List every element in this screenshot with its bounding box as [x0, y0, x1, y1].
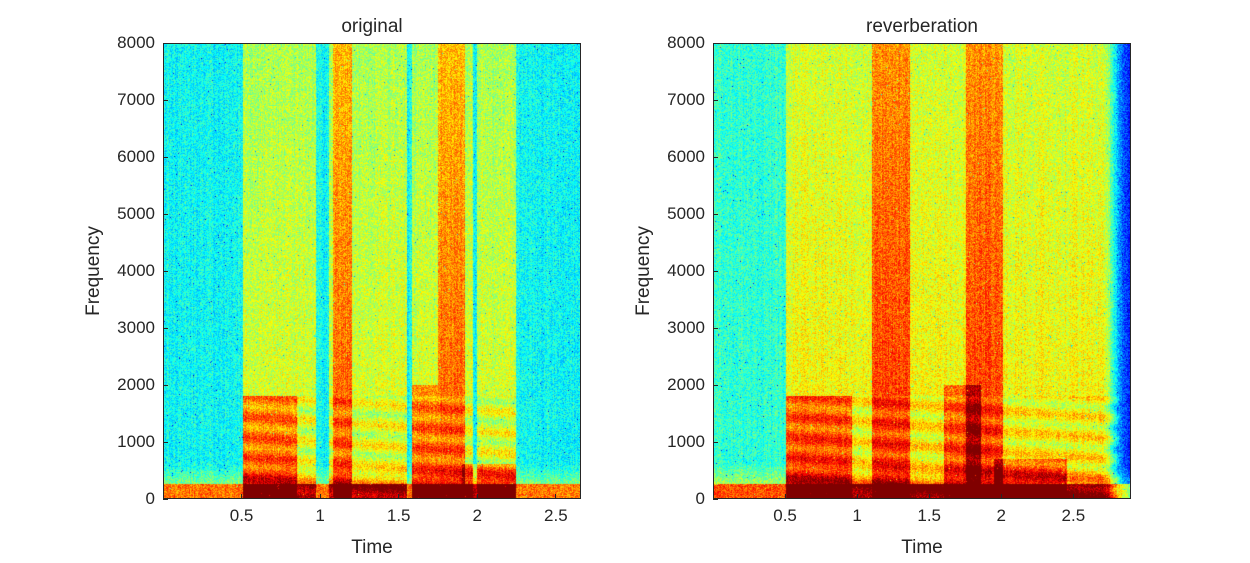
y-tick-label: 7000 — [117, 90, 155, 109]
x-tick-label: 2 — [996, 506, 1006, 525]
x-tick-mark — [555, 494, 557, 499]
x-tick-label: 0.5 — [229, 506, 254, 525]
plot-area — [713, 43, 1131, 499]
y-tick-label: 0 — [695, 489, 705, 508]
y-tick-label: 5000 — [117, 204, 155, 223]
x-tick-mark — [476, 494, 478, 499]
x-tick-mark — [319, 494, 321, 499]
y-tick-mark — [163, 156, 168, 158]
x-tick-label: 1 — [315, 506, 325, 525]
y-tick-mark — [713, 270, 718, 272]
y-tick-mark — [163, 99, 168, 101]
x-tick-mark — [928, 494, 930, 499]
spectrogram-image — [714, 44, 1130, 498]
x-tick-label: 0.5 — [773, 506, 797, 525]
y-tick-mark — [713, 99, 718, 101]
y-axis-label: Frequency — [83, 226, 104, 316]
y-tick-label: 4000 — [117, 261, 155, 280]
chart-title: original — [341, 16, 403, 37]
x-tick-label: 1 — [852, 506, 862, 525]
y-tick-mark — [713, 498, 718, 500]
spectrogram-image — [164, 44, 580, 498]
x-tick-label: 2.5 — [544, 506, 568, 525]
x-axis-label: Time — [351, 537, 393, 558]
y-tick-mark — [163, 498, 168, 500]
y-tick-label: 5000 — [667, 204, 705, 223]
chart-title: reverberation — [866, 16, 978, 37]
x-tick-label: 1.5 — [386, 506, 411, 525]
x-tick-label: 2 — [472, 506, 483, 525]
y-tick-label: 6000 — [117, 147, 155, 166]
y-tick-mark — [163, 441, 168, 443]
y-tick-label: 2000 — [667, 375, 705, 394]
y-tick-label: 4000 — [667, 261, 705, 280]
y-tick-mark — [163, 384, 168, 386]
y-tick-mark — [713, 384, 718, 386]
y-tick-mark — [163, 327, 168, 329]
plot-area — [163, 43, 581, 499]
y-tick-mark — [713, 156, 718, 158]
spectrogram-panel-reverberation: reverberation Time Frequency 0.5 1 1.5 2 2.5… — [550, 0, 1150, 563]
x-tick-mark — [241, 494, 243, 499]
x-tick-label: 1.5 — [917, 506, 942, 525]
y-axis-label: Frequency — [633, 226, 654, 316]
y-tick-mark — [713, 42, 718, 44]
y-tick-label: 3000 — [117, 318, 155, 337]
x-tick-mark — [856, 494, 858, 499]
y-tick-mark — [713, 441, 718, 443]
x-tick-mark — [784, 494, 786, 499]
y-tick-mark — [163, 270, 168, 272]
y-tick-label: 7000 — [667, 90, 705, 109]
y-tick-label: 3000 — [667, 318, 705, 337]
x-tick-mark — [398, 494, 400, 499]
x-tick-mark — [1000, 494, 1002, 499]
y-tick-label: 6000 — [667, 147, 705, 166]
y-tick-mark — [163, 42, 168, 44]
y-tick-label: 8000 — [667, 33, 705, 52]
y-tick-mark — [163, 213, 168, 215]
y-tick-mark — [713, 213, 718, 215]
x-tick-label: 2.5 — [1061, 506, 1086, 525]
y-tick-label: 1000 — [117, 432, 155, 451]
spectrogram-panel-original: original Time Frequency 0.5 1 1.5 2 2.5 0 1000… — [0, 0, 600, 563]
y-tick-label: 2000 — [117, 375, 155, 394]
y-tick-label: 1000 — [667, 432, 705, 451]
y-tick-label: 8000 — [117, 33, 155, 52]
y-tick-label: 0 — [145, 489, 155, 508]
y-tick-mark — [713, 327, 718, 329]
x-axis-label: Time — [901, 537, 943, 558]
x-tick-mark — [1072, 494, 1074, 499]
